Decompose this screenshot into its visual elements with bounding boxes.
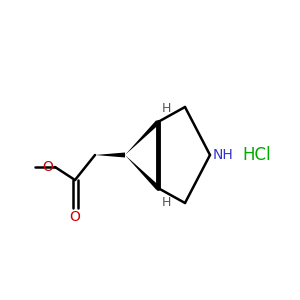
Polygon shape <box>125 120 160 155</box>
Text: H: H <box>162 196 171 209</box>
Text: O: O <box>70 210 80 224</box>
Text: HCl: HCl <box>242 146 271 164</box>
Polygon shape <box>125 155 160 190</box>
Polygon shape <box>95 152 125 158</box>
Text: O: O <box>42 160 53 174</box>
Text: H: H <box>162 102 171 115</box>
Text: NH: NH <box>213 148 234 162</box>
